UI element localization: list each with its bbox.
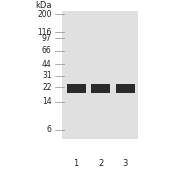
Bar — [91, 84, 110, 93]
Bar — [67, 84, 86, 93]
Text: 200: 200 — [37, 10, 52, 19]
Bar — [62, 11, 138, 139]
Text: 66: 66 — [42, 46, 52, 55]
Text: 3: 3 — [123, 159, 128, 168]
Bar — [116, 84, 135, 93]
Text: 2: 2 — [98, 159, 103, 168]
Text: 6: 6 — [47, 125, 52, 134]
Text: 1: 1 — [74, 159, 79, 168]
Text: 14: 14 — [42, 98, 52, 106]
Text: 44: 44 — [42, 60, 52, 69]
Text: 22: 22 — [42, 83, 52, 92]
Text: kDa: kDa — [35, 1, 52, 10]
Text: 31: 31 — [42, 71, 52, 80]
Text: 116: 116 — [37, 28, 52, 37]
Text: 97: 97 — [42, 34, 52, 43]
